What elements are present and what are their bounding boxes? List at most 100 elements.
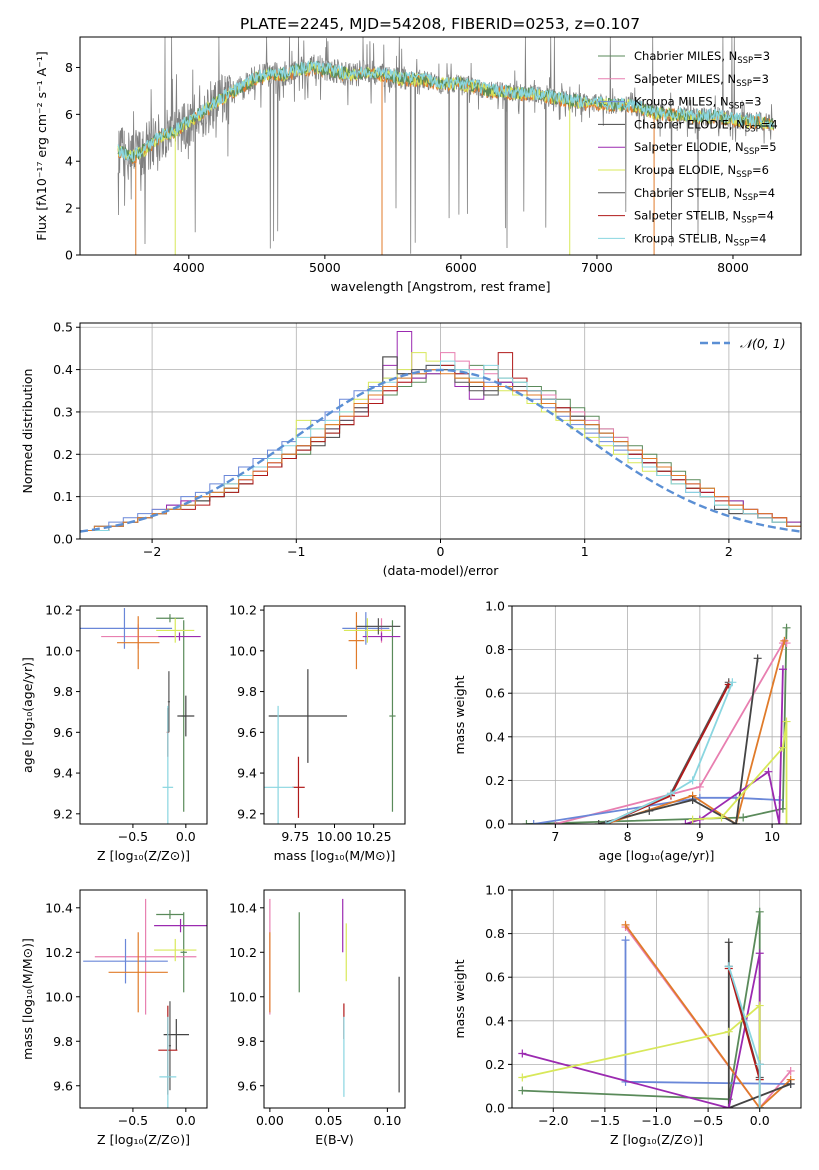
legend-value: =4 <box>761 117 778 131</box>
y-axis-label: mass weight <box>452 959 467 1038</box>
legend-subscript: SSP <box>742 193 758 203</box>
x-axis-label: Z [log₁₀(Z/Z⊙)] <box>610 1132 703 1147</box>
plot-area <box>117 37 775 255</box>
y-tick-label: 6 <box>65 107 73 122</box>
y-tick-label: 0.6 <box>485 970 505 985</box>
y-tick-label: 10.4 <box>45 900 73 915</box>
gaussian-curve <box>80 368 801 533</box>
plus-marker <box>645 806 654 815</box>
errorbar-point <box>292 756 305 818</box>
legend-subscript: SSP <box>741 216 757 226</box>
x-tick-label: 10.00 <box>317 829 353 844</box>
errorbar-point <box>156 618 195 643</box>
plot-area <box>80 608 201 824</box>
y-tick-label: 0.0 <box>53 532 73 547</box>
legend-label: Chabrier STELIB, NSSP=4 <box>634 186 775 203</box>
plus-marker <box>688 815 697 824</box>
plus-marker <box>778 665 787 674</box>
plus-marker <box>522 820 531 824</box>
y-tick-label: 0.4 <box>485 729 505 744</box>
x-tick-label: 6000 <box>445 260 477 275</box>
y-tick-label: 9.8 <box>53 1034 73 1049</box>
mass-weight-line <box>624 924 792 1108</box>
legend-value: =4 <box>757 209 774 223</box>
legend-label: Kroupa STELIB, NSSP=4 <box>634 231 766 248</box>
y-tick-label: 9.6 <box>237 725 257 740</box>
errorbar-point <box>389 620 396 812</box>
plus-marker <box>724 1104 733 1108</box>
legend-label: Chabrier ELODIE, NSSP=4 <box>634 117 778 134</box>
spectrum-model-line <box>117 60 775 162</box>
x-tick-label: 9 <box>696 829 704 844</box>
plus-marker <box>782 717 791 726</box>
axes-frame <box>79 889 208 1109</box>
plus-marker <box>780 636 789 645</box>
y-tick-label: 10.0 <box>45 643 73 658</box>
legend-subscript: SSP <box>737 56 753 66</box>
legend-label: Salpeter ELODIE, NSSP=5 <box>634 140 777 157</box>
y-tick-label: 0.2 <box>485 773 505 788</box>
y-tick-label: 0.0 <box>485 817 505 832</box>
x-tick-label: −0.5 <box>118 829 148 844</box>
y-tick-label: 10.2 <box>229 945 257 960</box>
x-tick-label: 2 <box>725 544 733 559</box>
x-tick-label: −1.0 <box>641 1113 671 1128</box>
histogram-series <box>80 369 801 531</box>
plus-marker <box>782 623 791 632</box>
panel-5: −0.5 0.0 9.6 9.8 10.0 10.2 10.4 Z [log₁₀(Z/Z⊙)]… <box>20 889 208 1147</box>
panel-3: 9.75 10.00 10.25 9.2 9.4 9.6 9.8 10.0 10.2 mass [… <box>229 603 406 863</box>
legend-value: =6 <box>752 163 769 177</box>
plus-marker <box>778 743 787 752</box>
x-tick-label: 0.0 <box>176 1113 196 1128</box>
plus-marker <box>755 907 764 916</box>
legend-subscript: SSP <box>734 238 750 248</box>
y-tick-label: 9.4 <box>237 766 257 781</box>
y-tick-label: 10.0 <box>229 989 257 1004</box>
errorbar-point <box>80 608 173 649</box>
plus-marker <box>753 654 762 663</box>
errorbar-point <box>117 616 160 670</box>
errorbar-point <box>167 671 170 733</box>
errorbar-point <box>264 705 294 824</box>
errorbar-point <box>154 918 207 933</box>
legend-label: Kroupa ELODIE, NSSP=6 <box>634 163 769 180</box>
y-tick-label: 10.4 <box>229 900 257 915</box>
mass-weight-line <box>727 968 761 1080</box>
y-tick-label: 0.4 <box>485 1013 505 1028</box>
y-tick-label: 10.2 <box>45 945 73 960</box>
plot-area <box>80 331 801 533</box>
plus-marker <box>688 776 697 785</box>
figure-title: PLATE=2245, MJD=54208, FIBERID=0253, z=0… <box>240 15 640 33</box>
x-tick-label: −0.5 <box>118 1113 148 1128</box>
plus-marker <box>529 820 538 824</box>
mass-weight-line <box>605 640 786 824</box>
y-tick-label: 10.2 <box>45 603 73 618</box>
x-tick-label: 8 <box>624 829 632 844</box>
y-tick-label: 0.2 <box>53 447 73 462</box>
y-axis-label: Normed distribution <box>20 369 35 494</box>
x-tick-label: 4000 <box>173 260 205 275</box>
legend-subscript: SSP <box>729 102 745 112</box>
errorbar-point <box>156 910 184 919</box>
legend-value: =4 <box>749 231 766 245</box>
x-tick-label: 1 <box>581 544 589 559</box>
x-tick-label: 0.0 <box>750 1113 770 1128</box>
plus-marker <box>594 820 603 824</box>
x-tick-label: 7 <box>551 829 559 844</box>
plus-marker <box>695 782 704 791</box>
errorbar-point <box>268 669 348 763</box>
x-axis-label: mass [log₁₀(M/M⊙)] <box>274 848 396 863</box>
plus-marker <box>621 920 630 929</box>
x-tick-label: 0.00 <box>256 1113 284 1128</box>
errorbar-point <box>348 612 365 670</box>
x-tick-label: 5000 <box>309 260 341 275</box>
y-tick-label: 1.0 <box>485 883 505 898</box>
panel-1: −2 −1 0 1 2 0.0 0.1 0.2 0.3 0.4 0.5 (data-model)/er… <box>20 320 802 578</box>
y-tick-label: 4 <box>65 154 73 169</box>
mass-weight-line <box>526 627 788 824</box>
x-axis-label: age [log₁₀(age/yr)] <box>599 848 715 863</box>
plus-marker <box>755 1104 764 1108</box>
plus-marker <box>518 1073 527 1082</box>
x-axis-label: E(B-V) <box>315 1132 354 1147</box>
